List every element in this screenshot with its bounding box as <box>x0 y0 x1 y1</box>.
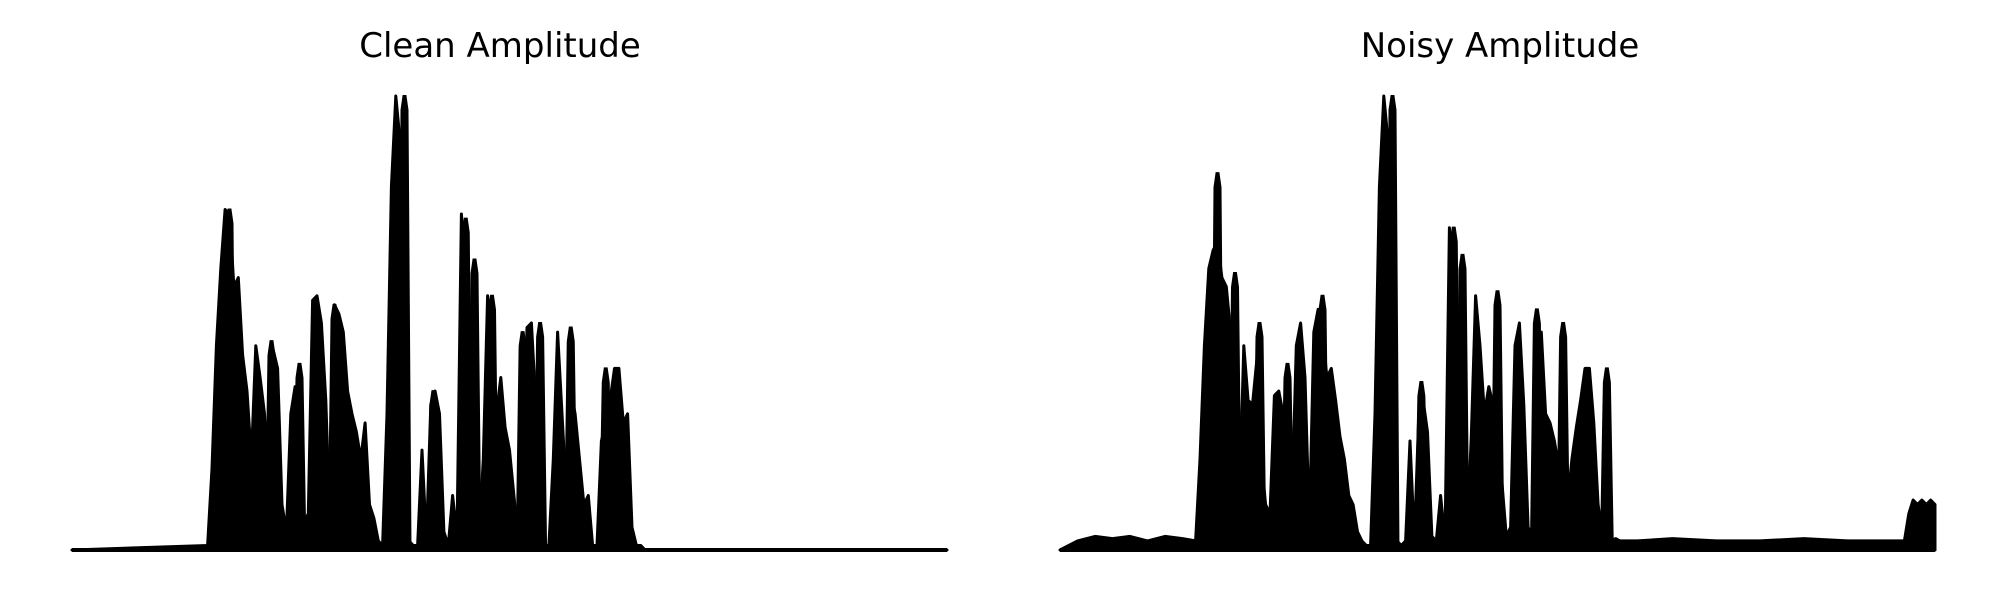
amplitude-peak <box>611 417 626 551</box>
noisy-amplitude-plot <box>1058 94 1937 552</box>
chart-title: Clean Amplitude <box>359 26 641 66</box>
clean-amplitude-chart: Clean Amplitude <box>70 26 949 552</box>
amplitude-peak <box>1455 253 1470 551</box>
amplitude-peak <box>1577 381 1593 551</box>
amplitude-peak <box>292 362 307 551</box>
amplitude-peak <box>1556 322 1571 551</box>
amplitude-peak <box>484 294 500 551</box>
amplitude-envelope <box>70 94 949 552</box>
amplitude-peak <box>1385 95 1400 551</box>
amplitude-peak <box>327 303 342 551</box>
noisy-amplitude-chart: Noisy Amplitude <box>1000 0 2000 600</box>
amplitude-peak <box>426 390 441 551</box>
amplitude-peak <box>1280 362 1295 551</box>
amplitude-peak <box>467 258 482 551</box>
amplitude-peak <box>515 331 530 551</box>
amplitude-peak <box>1490 290 1505 551</box>
amplitude-peak <box>1210 172 1225 551</box>
amplitude-peak <box>598 367 613 551</box>
amplitude-peak <box>222 208 237 551</box>
amplitude-peak <box>1529 308 1544 551</box>
clean-amplitude-plot <box>70 94 949 552</box>
amplitude-peak <box>397 95 412 551</box>
amplitude-peak <box>1599 367 1614 551</box>
amplitude-peak <box>264 340 279 551</box>
amplitude-peak <box>563 326 578 551</box>
amplitude-peak <box>1315 294 1330 551</box>
amplitude-peak <box>1252 322 1267 551</box>
amplitude-peak <box>1227 272 1243 551</box>
amplitude-peak <box>533 322 548 551</box>
amplitude-peak <box>1414 381 1429 551</box>
chart-title: Noisy Amplitude <box>1360 26 1640 66</box>
